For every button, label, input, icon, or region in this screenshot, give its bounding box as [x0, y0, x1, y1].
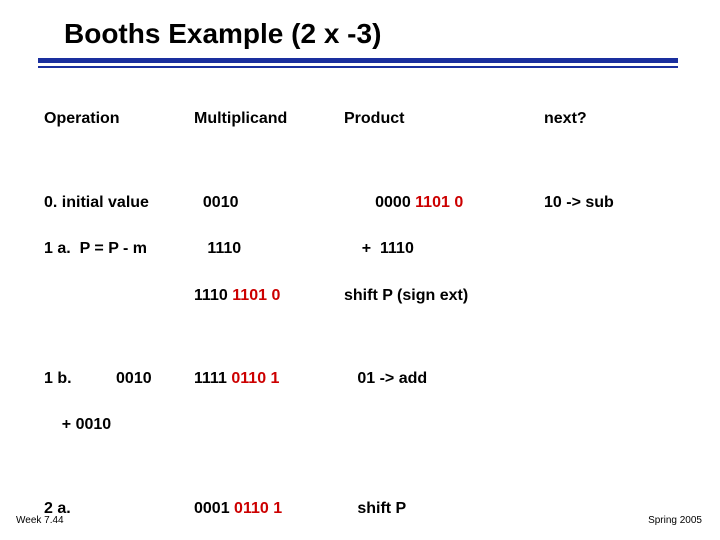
cell-mc: 0001 0110 1: [194, 497, 344, 520]
mc-hi: 0110 1: [234, 500, 282, 517]
cell-op: 1 b. 0010: [44, 367, 194, 390]
cell-pr: shift P: [344, 497, 544, 520]
hdr-operation: Operation: [44, 107, 194, 130]
title-rule-thick: [38, 58, 678, 63]
hdr-next: next?: [544, 107, 664, 130]
cell-op: 2 a.: [44, 497, 194, 520]
cell-op: 0. initial value: [44, 191, 194, 214]
row-0-line3: 1110 1101 0shift P (sign ext): [44, 284, 684, 307]
row-0-line1: 0. initial value 0010 0000 1101 010 -> s…: [44, 191, 684, 214]
hdr-product: Product: [344, 107, 544, 130]
cell-op: + 0010: [44, 413, 194, 436]
slide-body: OperationMultiplicandProductnext? 0. ini…: [44, 84, 684, 540]
row-2a: 2 a.0001 0110 1 shift P: [44, 497, 684, 520]
cell-mc: 1110 1101 0: [194, 284, 344, 307]
mc-pre: 0001: [194, 500, 234, 517]
cell-pr: shift P (sign ext): [344, 284, 544, 307]
mc-hi: 1101 0: [232, 287, 280, 304]
footer-left: Week 7.44: [16, 515, 64, 526]
cell-mc: 1111 0110 1: [194, 367, 344, 390]
mc-pre: 1111: [194, 370, 231, 387]
hdr-multiplicand: Multiplicand: [194, 107, 344, 130]
header-row: OperationMultiplicandProductnext?: [44, 107, 684, 130]
cell-nx: 10 -> sub: [544, 191, 664, 214]
pr-pre: 0000: [344, 194, 415, 211]
row-1b-line2: + 0010: [44, 413, 684, 436]
footer-right: Spring 2005: [648, 515, 702, 526]
cell-op: 1 a. P = P - m: [44, 237, 194, 260]
row-1b-line1: 1 b. 00101111 0110 1 01 -> add: [44, 367, 684, 390]
slide-title: Booths Example (2 x -3): [64, 18, 381, 50]
cell-pr: 0000 1101 0: [344, 191, 544, 214]
pr-hi: 1101 0: [415, 194, 463, 211]
mc-hi: 0110 1: [231, 370, 279, 387]
cell-pr: 01 -> add: [344, 367, 544, 390]
mc-pre: 1110: [194, 287, 232, 304]
cell-mc: 1110: [194, 237, 344, 260]
cell-mc: 0010: [194, 191, 344, 214]
cell-pr: + 1110: [344, 237, 544, 260]
title-rule-thin: [38, 66, 678, 68]
row-0-line2: 1 a. P = P - m 1110 + 1110: [44, 237, 684, 260]
